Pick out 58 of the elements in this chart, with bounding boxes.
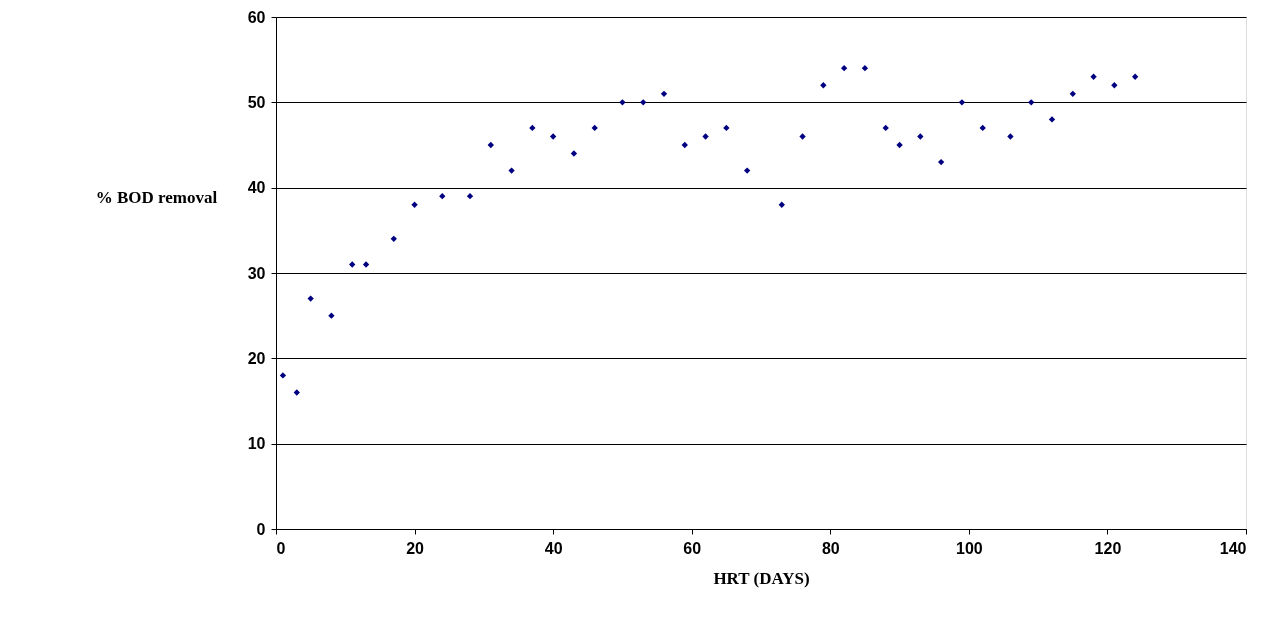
point xyxy=(362,261,370,268)
y-tick-label: 50 xyxy=(247,93,266,111)
x-axis-title: HRT (DAYS) xyxy=(713,568,810,588)
y-tick-label: 40 xyxy=(247,179,266,197)
point xyxy=(466,193,474,200)
point xyxy=(820,82,827,89)
point xyxy=(799,133,806,140)
x-tick-label: 80 xyxy=(821,539,840,557)
point xyxy=(979,124,986,132)
x-tick-label: 120 xyxy=(1094,539,1122,557)
point xyxy=(723,124,730,132)
x-tick-label: 100 xyxy=(956,539,983,557)
point xyxy=(660,90,668,97)
point xyxy=(896,141,903,149)
point xyxy=(743,167,751,174)
point xyxy=(937,158,945,166)
point xyxy=(411,201,418,208)
point xyxy=(349,261,356,268)
x-tick-label: 140 xyxy=(1219,539,1247,557)
point xyxy=(1007,133,1014,140)
point xyxy=(293,389,300,396)
point xyxy=(778,201,785,208)
point xyxy=(328,312,335,319)
point xyxy=(702,133,709,140)
point xyxy=(882,124,889,132)
x-tick-label: 40 xyxy=(544,539,563,557)
point xyxy=(1090,73,1097,80)
x-tick-label: 0 xyxy=(276,539,286,557)
point xyxy=(640,99,647,106)
y-tick-label: 60 xyxy=(247,8,266,26)
y-axis-title: % BOD removal xyxy=(95,187,218,207)
point xyxy=(1069,90,1076,97)
point xyxy=(487,141,494,149)
y-tick-label: 10 xyxy=(247,435,266,453)
point xyxy=(279,372,287,379)
point xyxy=(570,150,578,157)
point xyxy=(439,193,446,200)
point xyxy=(508,167,515,174)
y-tick-label: 20 xyxy=(247,349,266,367)
point xyxy=(619,99,626,106)
point xyxy=(1028,99,1035,106)
point xyxy=(529,124,536,132)
x-tick-label: 20 xyxy=(406,539,425,557)
y-tick-label: 0 xyxy=(256,520,266,538)
point xyxy=(1131,73,1139,80)
point xyxy=(307,295,314,302)
point xyxy=(861,65,869,72)
point xyxy=(549,133,557,140)
x-tick-label: 60 xyxy=(683,539,702,557)
y-tick-label: 30 xyxy=(247,264,266,282)
point xyxy=(1111,82,1118,89)
point xyxy=(1048,116,1056,123)
point xyxy=(681,141,688,149)
point xyxy=(958,99,966,106)
point xyxy=(917,133,924,140)
point xyxy=(840,65,848,72)
point xyxy=(591,124,598,132)
point xyxy=(390,235,397,243)
